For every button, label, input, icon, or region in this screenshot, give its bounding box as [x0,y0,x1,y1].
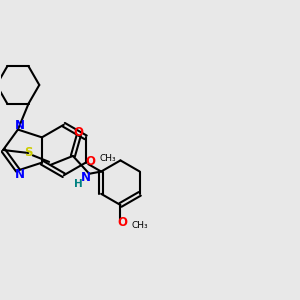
Text: N: N [14,119,24,133]
Text: O: O [74,126,84,139]
Text: CH₃: CH₃ [100,154,116,163]
Text: N: N [14,167,24,181]
Text: N: N [81,171,91,184]
Text: O: O [86,155,96,168]
Text: H: H [74,179,83,189]
Text: S: S [24,146,33,160]
Text: O: O [118,216,128,229]
Text: CH₃: CH₃ [132,221,148,230]
